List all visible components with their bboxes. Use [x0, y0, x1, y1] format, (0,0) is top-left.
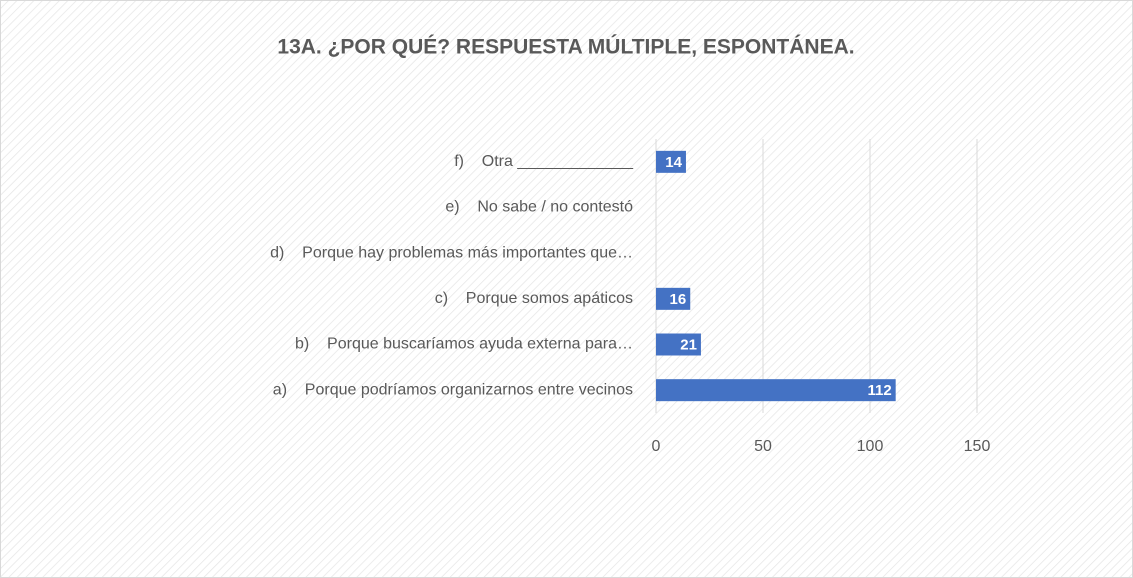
y-tick-label: a) Porque podríamos organizarnos entre v… [273, 381, 633, 398]
x-tick-label: 150 [964, 438, 991, 455]
x-tick-label: 50 [754, 438, 772, 455]
y-tick-label: c) Porque somos apáticos [435, 290, 633, 307]
y-tick-label: b) Porque buscaríamos ayuda externa para… [295, 336, 633, 353]
data-label: 14 [665, 154, 682, 171]
data-label: 16 [670, 291, 687, 308]
bar [656, 333, 701, 356]
y-tick-label: f) Otra _____________ [454, 153, 634, 170]
x-tick-label: 0 [652, 438, 661, 455]
data-label: 112 [867, 382, 891, 399]
bar [656, 287, 691, 310]
x-tick-label: 100 [857, 438, 884, 455]
y-tick-label: e) No sabe / no contestó [445, 199, 633, 216]
data-label: 21 [680, 336, 697, 353]
y-tick-label: d) Porque hay problemas más importantes … [270, 244, 633, 261]
bar [656, 379, 896, 402]
bar [656, 150, 686, 173]
chart-title: 13A. ¿POR QUÉ? RESPUESTA MÚLTIPLE, ESPON… [277, 35, 854, 59]
